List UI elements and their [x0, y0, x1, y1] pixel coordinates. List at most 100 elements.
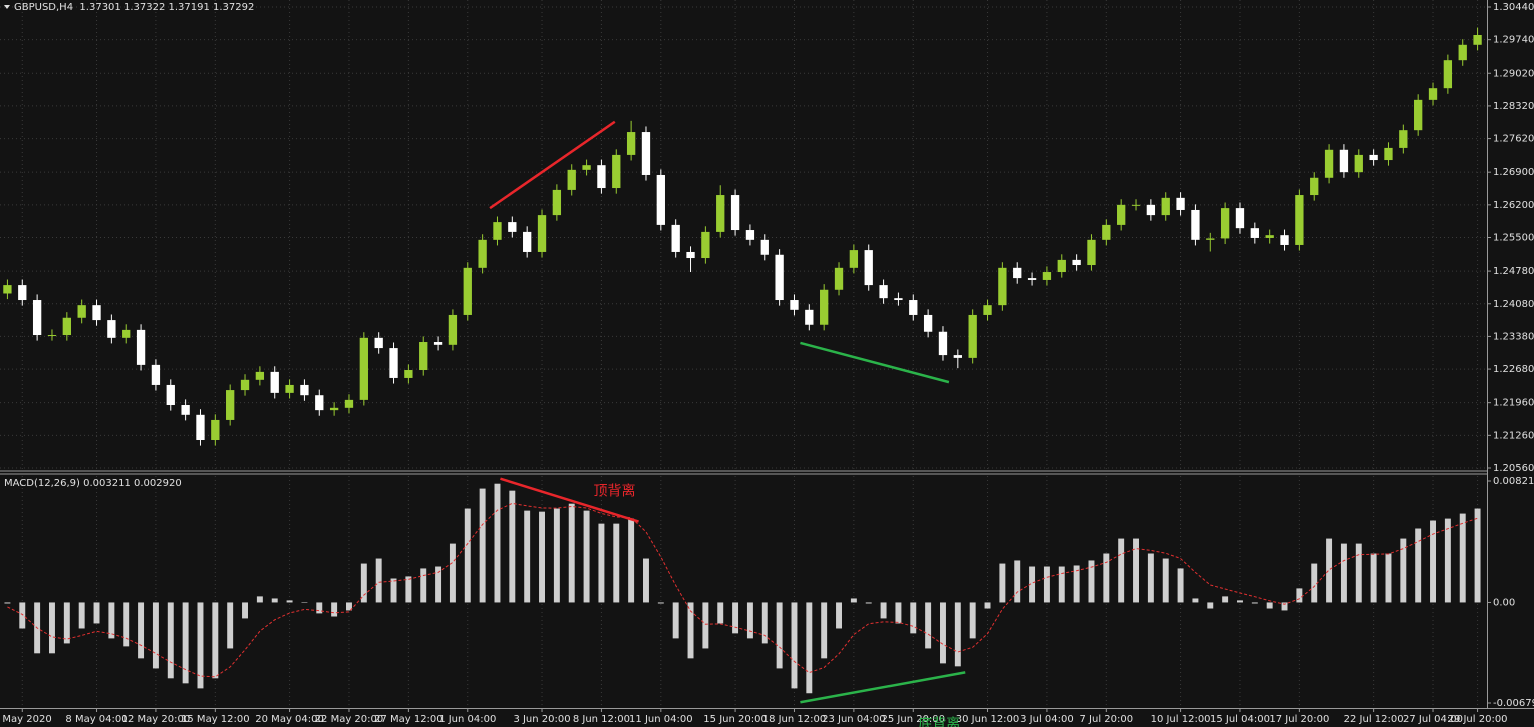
histogram-bar	[672, 602, 679, 639]
candle-body	[77, 305, 86, 318]
histogram-bar	[479, 488, 486, 603]
candle-body	[656, 174, 665, 225]
candle-body	[701, 231, 710, 259]
candle-body	[359, 337, 368, 400]
candle-body	[255, 371, 265, 380]
histogram-bar	[1459, 513, 1466, 603]
histogram-bar	[865, 602, 872, 604]
histogram-bar	[836, 602, 842, 629]
histogram-bar	[1355, 543, 1362, 603]
histogram-bar	[49, 602, 55, 654]
signal-line	[7, 502, 1478, 678]
histogram-bar	[940, 602, 946, 664]
y-tick-label: -0.006799	[1493, 698, 1534, 709]
candle-body	[240, 379, 250, 391]
histogram-bar	[63, 602, 70, 644]
candle-body	[1354, 154, 1363, 173]
candle-body	[612, 154, 621, 189]
candle-body	[998, 267, 1007, 306]
candle-body	[18, 285, 27, 301]
histogram-bar	[1207, 602, 1214, 609]
menu-arrow[interactable]	[4, 5, 10, 9]
x-tick-label: 15 Jul 04:00	[1210, 714, 1270, 725]
candle-body	[151, 364, 161, 385]
histogram-bar	[93, 602, 100, 624]
candle-body	[1206, 238, 1215, 240]
histogram-bar	[1162, 558, 1169, 603]
histogram-bar	[435, 566, 442, 603]
candle-body	[463, 267, 472, 315]
candle-body	[136, 329, 146, 365]
candle-body	[894, 298, 903, 301]
x-tick-label: 12 May 20:00	[122, 714, 191, 725]
histogram-bar	[1400, 538, 1407, 603]
histogram-bar	[717, 602, 724, 624]
histogram-bar	[108, 602, 115, 639]
candle-body	[493, 222, 502, 240]
candle-body	[329, 407, 339, 411]
histogram-bar	[657, 602, 664, 604]
candle-body	[626, 132, 636, 155]
histogram-bar	[524, 510, 531, 603]
candle-body	[923, 314, 933, 332]
histogram-bar	[1474, 508, 1481, 603]
candle-body	[448, 314, 458, 345]
y-tick-label: 1.24080	[1493, 299, 1534, 310]
x-tick-label: 27 May 12:00	[374, 714, 443, 725]
histogram-bar	[227, 602, 234, 649]
candle-body	[1072, 259, 1081, 266]
candle-body	[671, 224, 680, 252]
histogram-bar	[1222, 596, 1229, 603]
histogram-bar	[806, 602, 813, 694]
histogram-bar	[1147, 553, 1154, 603]
x-tick-label: 22 May 20:00	[315, 714, 384, 725]
y-tick-label: 0.008213	[1493, 476, 1534, 487]
histogram-bar	[286, 600, 293, 603]
candle-body	[1161, 197, 1170, 216]
histogram-bar	[390, 578, 397, 603]
histogram-bar	[1281, 602, 1288, 611]
histogram-bar	[969, 602, 976, 639]
histogram-bar	[167, 602, 174, 679]
candle-body	[3, 285, 12, 294]
candle-body	[582, 165, 591, 170]
histogram-bar	[152, 602, 159, 669]
x-tick-label: 18 Jun 12:00	[763, 714, 827, 725]
candle-body	[166, 384, 175, 406]
candle-body	[1220, 208, 1230, 239]
candle-body	[953, 355, 962, 358]
divergence-label: 底背离	[918, 715, 960, 727]
candle-body	[1057, 259, 1066, 273]
histogram-bar	[494, 483, 501, 603]
histogram-bar	[1251, 602, 1258, 604]
histogram-bar	[449, 543, 456, 603]
x-tick-label: 22 Jul 12:00	[1344, 714, 1404, 725]
candle-body	[270, 371, 279, 393]
histogram-bar	[761, 602, 768, 644]
histogram-bar	[598, 523, 605, 603]
candle-body	[1146, 204, 1156, 216]
histogram-bar	[1029, 566, 1036, 603]
candle-body	[122, 329, 131, 338]
histogram-bar	[746, 602, 753, 639]
histogram-bar	[1430, 520, 1436, 603]
histogram-bar	[123, 602, 130, 647]
histogram-bar	[256, 596, 263, 603]
candle-body	[641, 132, 651, 175]
histogram-bar	[1237, 600, 1243, 603]
histogram-bar	[78, 602, 85, 629]
candle-body	[790, 300, 799, 310]
trend-line	[489, 120, 616, 210]
y-tick-label: 1.26900	[1493, 167, 1534, 178]
y-tick-label: 1.21960	[1493, 398, 1534, 409]
histogram-bar	[1073, 565, 1080, 603]
histogram-bar	[1192, 598, 1199, 603]
histogram-bar	[1103, 553, 1110, 603]
histogram-bar	[316, 602, 323, 614]
candle-body	[716, 195, 725, 232]
candle-body	[315, 395, 324, 411]
candle-body	[1042, 272, 1052, 280]
candle-body	[760, 239, 769, 255]
y-tick-label: 1.25500	[1493, 233, 1534, 244]
candle-body	[478, 239, 487, 268]
